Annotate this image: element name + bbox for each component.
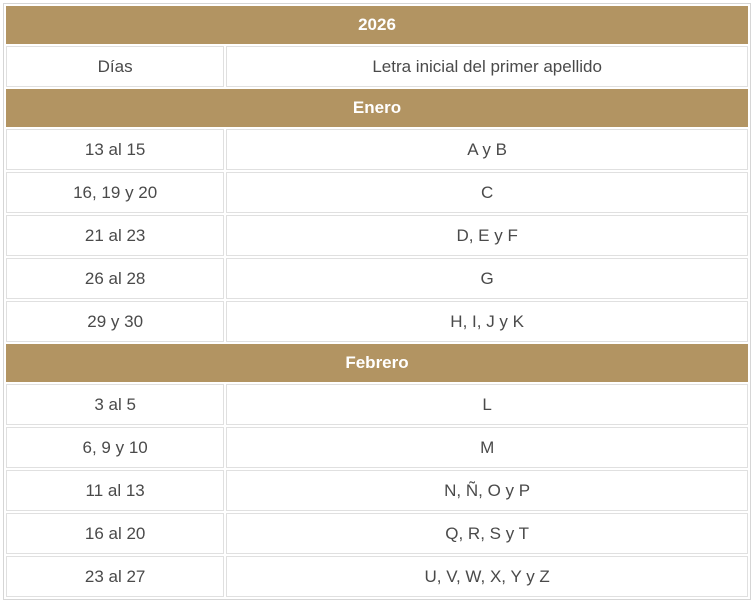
table-row: 16 al 20 Q, R, S y T xyxy=(6,513,748,554)
table-row: 23 al 27 U, V, W, X, Y y Z xyxy=(6,556,748,597)
table-row: 21 al 23 D, E y F xyxy=(6,215,748,256)
days-cell: 26 al 28 xyxy=(6,258,225,299)
letters-cell: L xyxy=(226,384,748,425)
days-cell: 16, 19 y 20 xyxy=(6,172,225,213)
days-cell: 3 al 5 xyxy=(6,384,225,425)
column-header-letter: Letra inicial del primer apellido xyxy=(226,46,748,87)
table-row: 16, 19 y 20 C xyxy=(6,172,748,213)
appointment-schedule-table: 2026 Días Letra inicial del primer apell… xyxy=(3,3,751,600)
days-cell: 11 al 13 xyxy=(6,470,225,511)
letters-cell: N, Ñ, O y P xyxy=(226,470,748,511)
days-cell: 16 al 20 xyxy=(6,513,225,554)
days-cell: 21 al 23 xyxy=(6,215,225,256)
year-header-row: 2026 xyxy=(6,6,748,44)
month-header-row: Febrero xyxy=(6,344,748,382)
letters-cell: G xyxy=(226,258,748,299)
days-cell: 13 al 15 xyxy=(6,129,225,170)
table-row: 11 al 13 N, Ñ, O y P xyxy=(6,470,748,511)
month-header-row: Enero xyxy=(6,89,748,127)
days-cell: 29 y 30 xyxy=(6,301,225,342)
column-header-row: Días Letra inicial del primer apellido xyxy=(6,46,748,87)
year-header-cell: 2026 xyxy=(6,6,748,44)
table-row: 26 al 28 G xyxy=(6,258,748,299)
letters-cell: M xyxy=(226,427,748,468)
table-row: 6, 9 y 10 M xyxy=(6,427,748,468)
letters-cell: C xyxy=(226,172,748,213)
column-header-days: Días xyxy=(6,46,225,87)
month-header-febrero: Febrero xyxy=(6,344,748,382)
days-cell: 6, 9 y 10 xyxy=(6,427,225,468)
month-header-enero: Enero xyxy=(6,89,748,127)
letters-cell: Q, R, S y T xyxy=(226,513,748,554)
table-row: 29 y 30 H, I, J y K xyxy=(6,301,748,342)
letters-cell: U, V, W, X, Y y Z xyxy=(226,556,748,597)
letters-cell: D, E y F xyxy=(226,215,748,256)
letters-cell: H, I, J y K xyxy=(226,301,748,342)
table-row: 13 al 15 A y B xyxy=(6,129,748,170)
letters-cell: A y B xyxy=(226,129,748,170)
days-cell: 23 al 27 xyxy=(6,556,225,597)
table-row: 3 al 5 L xyxy=(6,384,748,425)
